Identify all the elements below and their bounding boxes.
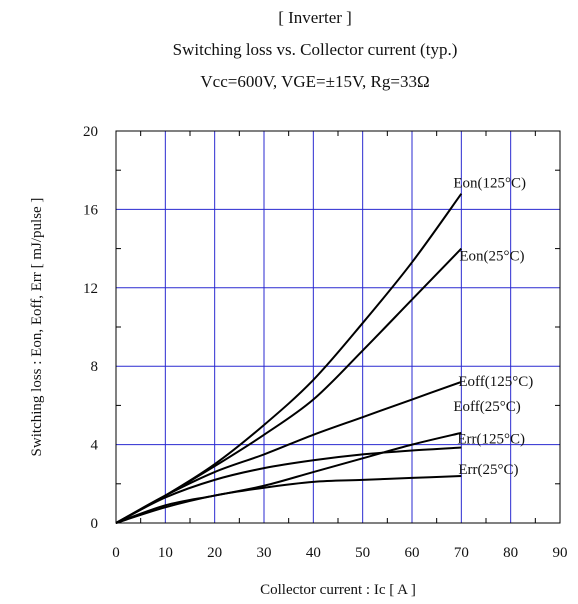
series-line-eoff-125-c — [115, 380, 462, 524]
x-tick-label-0: 0 — [112, 545, 120, 561]
x-tick-label-50: 50 — [355, 545, 370, 561]
tick-marks — [116, 131, 560, 523]
x-tick-label-20: 20 — [207, 545, 222, 561]
series-labels: Eon(125°C) Eon(25°C) Eoff(125°C) Eoff(25°C)… — [453, 176, 533, 478]
series-label-eoff-25-c: Eoff(25°C) — [453, 399, 520, 415]
chart-title: [ Inverter ] Switching loss vs. Collecto… — [173, 8, 458, 91]
y-axis-tick-labels: 0 4 8 12 16 20 — [83, 124, 99, 532]
y-tick-label-16: 16 — [83, 202, 99, 218]
series-line-err-25-c — [115, 474, 462, 524]
y-tick-label-12: 12 — [83, 281, 98, 297]
chart-title-line-1: [ Inverter ] — [278, 8, 352, 27]
x-tick-label-30: 30 — [257, 545, 272, 561]
series-curves — [115, 193, 463, 524]
x-axis-label: Collector current : Ic [ A ] — [260, 582, 416, 598]
x-tick-label-90: 90 — [553, 545, 568, 561]
series-label-eon-25-c: Eon(25°C) — [459, 249, 524, 265]
x-tick-label-10: 10 — [158, 545, 173, 561]
series-line-eon-125-c — [115, 193, 463, 524]
series-label-eoff-125-c: Eoff(125°C) — [458, 374, 533, 390]
chart-title-line-2: Switching loss vs. Collector current (ty… — [173, 40, 458, 59]
series-line-eon-25-c — [115, 247, 463, 524]
series-label-err-125-c: Err(125°C) — [457, 432, 525, 448]
grid-lines — [116, 131, 560, 523]
y-tick-label-8: 8 — [91, 359, 99, 375]
series-label-eon-125-c: Eon(125°C) — [453, 176, 526, 192]
y-axis-label: Switching loss : Eon, Eoff, Err [ mJ/pul… — [29, 198, 45, 457]
x-tick-label-60: 60 — [405, 545, 420, 561]
chart-title-line-3: Vcc=600V, VGE=±15V, Rg=33Ω — [200, 72, 429, 91]
x-axis-tick-labels: 0 10 20 30 40 50 60 70 80 90 — [112, 545, 567, 561]
y-tick-label-0: 0 — [91, 516, 99, 532]
series-line-eoff-25-c — [115, 431, 462, 524]
x-tick-label-40: 40 — [306, 545, 321, 561]
y-tick-label-4: 4 — [91, 438, 99, 454]
y-tick-label-20: 20 — [83, 124, 98, 140]
series-label-err-25-c: Err(25°C) — [458, 462, 518, 478]
x-tick-label-80: 80 — [503, 545, 518, 561]
x-tick-label-70: 70 — [454, 545, 469, 561]
series-line-err-125-c — [115, 446, 462, 524]
